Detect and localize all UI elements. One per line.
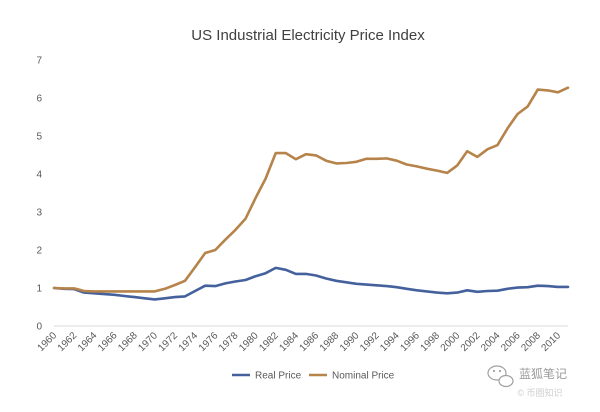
watermark-text: 蓝狐笔记: [519, 366, 567, 381]
y-tick-label: 5: [36, 132, 42, 143]
legend-label-real-price: Real Price: [255, 371, 302, 382]
y-tick-label: 0: [36, 322, 42, 333]
real-price-line: [52, 266, 570, 301]
y-tick-label: 7: [36, 56, 42, 67]
y-tick-label: 1: [36, 284, 42, 295]
legend-label-nominal-price: Nominal Price: [332, 371, 395, 382]
watermark-subtext: © 币圈知识: [517, 387, 562, 398]
y-tick-label: 4: [36, 170, 42, 181]
chart-title: US Industrial Electricity Price Index: [191, 27, 425, 44]
legend: Real Price Nominal Price: [232, 371, 395, 382]
nominal-price-line: [52, 86, 570, 293]
y-tick-label: 6: [36, 94, 42, 105]
y-tick-label: 3: [36, 208, 42, 219]
wechat-icon: [487, 365, 514, 388]
y-axis-ticks: 0 1 2 3 4 5 6 7: [36, 56, 42, 333]
watermark: 蓝狐笔记 © 币圈知识: [487, 365, 567, 398]
y-tick-label: 2: [36, 246, 42, 257]
series-lines: [52, 86, 570, 301]
